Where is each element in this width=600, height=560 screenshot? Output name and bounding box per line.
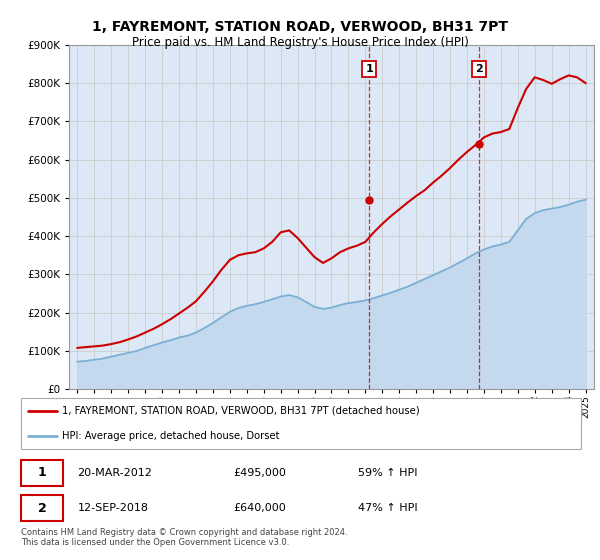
Text: 47% ↑ HPI: 47% ↑ HPI [358, 503, 418, 513]
Text: £495,000: £495,000 [233, 468, 286, 478]
Text: 2: 2 [475, 64, 483, 74]
FancyBboxPatch shape [21, 460, 64, 486]
Text: 1, FAYREMONT, STATION ROAD, VERWOOD, BH31 7PT: 1, FAYREMONT, STATION ROAD, VERWOOD, BH3… [92, 20, 508, 34]
Text: 1: 1 [38, 466, 46, 479]
FancyBboxPatch shape [21, 495, 64, 521]
Text: £640,000: £640,000 [233, 503, 286, 513]
Text: 59% ↑ HPI: 59% ↑ HPI [358, 468, 418, 478]
Text: 1: 1 [365, 64, 373, 74]
Text: HPI: Average price, detached house, Dorset: HPI: Average price, detached house, Dors… [62, 431, 280, 441]
Text: 2: 2 [38, 502, 46, 515]
Text: Price paid vs. HM Land Registry's House Price Index (HPI): Price paid vs. HM Land Registry's House … [131, 36, 469, 49]
Text: 12-SEP-2018: 12-SEP-2018 [77, 503, 149, 513]
Text: 20-MAR-2012: 20-MAR-2012 [77, 468, 152, 478]
Text: 1, FAYREMONT, STATION ROAD, VERWOOD, BH31 7PT (detached house): 1, FAYREMONT, STATION ROAD, VERWOOD, BH3… [62, 406, 420, 416]
FancyBboxPatch shape [21, 398, 581, 449]
Text: Contains HM Land Registry data © Crown copyright and database right 2024.
This d: Contains HM Land Registry data © Crown c… [21, 528, 347, 547]
